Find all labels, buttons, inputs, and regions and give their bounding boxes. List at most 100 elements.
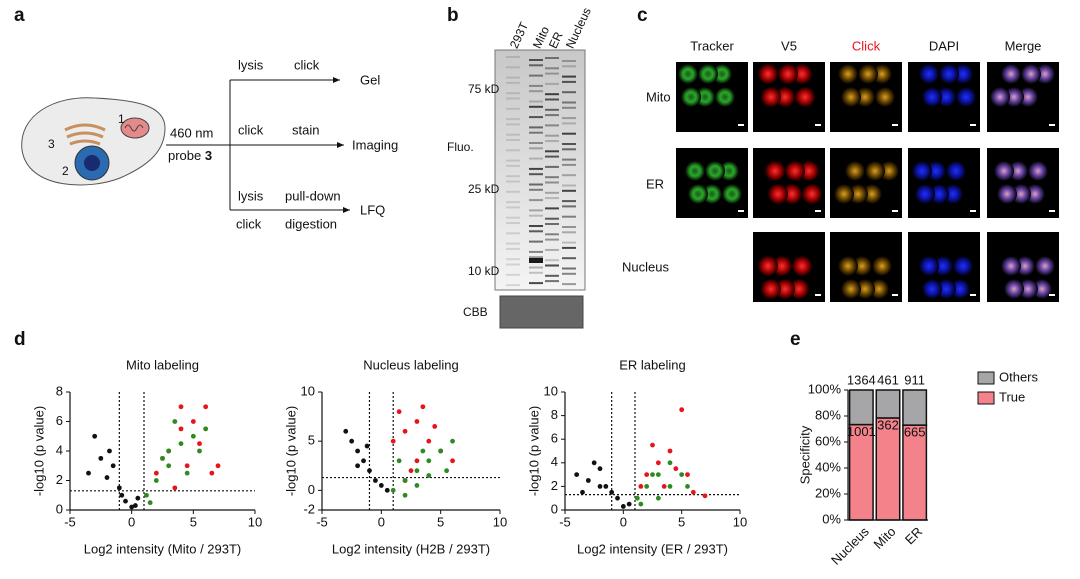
loading-label: CBB xyxy=(463,305,488,319)
cell-image xyxy=(939,64,959,84)
panel-label: c xyxy=(637,5,648,26)
cell-image xyxy=(841,279,861,299)
data-point xyxy=(166,448,172,454)
data-point xyxy=(396,458,402,464)
cell-image xyxy=(1028,161,1048,181)
y-tick-label: 6 xyxy=(56,413,63,428)
data-point xyxy=(702,493,708,499)
gel-band xyxy=(562,158,576,161)
gel-band xyxy=(529,225,543,227)
cell-image xyxy=(1011,184,1031,204)
cell-image xyxy=(1015,256,1035,276)
gel-band xyxy=(529,105,543,108)
cell-image xyxy=(702,184,722,204)
cell-image xyxy=(802,184,822,204)
gel-band xyxy=(562,60,576,62)
gel-band xyxy=(506,222,520,224)
cell-image xyxy=(943,184,963,204)
gel-band xyxy=(545,124,559,127)
cell-image xyxy=(799,161,819,181)
micrographs xyxy=(676,62,1059,302)
data-point xyxy=(178,426,184,432)
cell-image xyxy=(775,279,795,299)
cell-image xyxy=(841,87,861,107)
data-point xyxy=(585,478,591,483)
cell-image xyxy=(695,87,715,107)
cell-image xyxy=(681,87,701,107)
data-point xyxy=(402,428,408,434)
column-header: Merge xyxy=(1005,38,1042,53)
gel-band xyxy=(562,189,576,192)
cell-image xyxy=(875,87,895,107)
data-point xyxy=(166,463,172,469)
data-point xyxy=(591,460,597,466)
x-axis-label: Log2 intensity (H2B / 293T) xyxy=(332,541,490,556)
micrograph xyxy=(753,148,825,218)
cell-image xyxy=(915,184,935,204)
cell-image xyxy=(1035,256,1055,276)
gel-band xyxy=(562,91,576,94)
gel-band xyxy=(529,188,543,191)
y-axis-label: -log10 (p value) xyxy=(31,406,46,496)
y-tick-label: 5 xyxy=(308,433,315,448)
cell-image xyxy=(761,279,781,299)
data-point xyxy=(420,404,426,410)
gel-band xyxy=(562,257,576,260)
gel-band xyxy=(529,84,543,87)
data-point xyxy=(349,438,355,444)
data-point xyxy=(355,448,360,454)
data-point xyxy=(597,484,603,489)
gel-band xyxy=(562,241,576,244)
x-tick-label: 5 xyxy=(678,514,685,529)
bar-count: 362 xyxy=(877,417,899,432)
gel-band xyxy=(529,147,543,150)
gel-band xyxy=(529,199,543,202)
gel-image xyxy=(494,49,586,291)
gel-band xyxy=(545,155,559,158)
x-axis-label: Log2 intensity (Mito / 293T) xyxy=(84,541,242,556)
cell-image xyxy=(855,87,875,107)
y-tick-label: 20% xyxy=(815,485,841,500)
data-point xyxy=(215,463,221,469)
gel-band xyxy=(506,107,520,110)
data-point xyxy=(107,448,112,454)
data-point xyxy=(172,485,178,491)
gel-band xyxy=(562,231,576,234)
scale-bar xyxy=(738,124,744,126)
microscopy-panel: Tracker V5 Click DAPI Merge Mito ER Nucl… xyxy=(622,38,1059,302)
y-tick-label: 40% xyxy=(815,459,841,474)
data-point xyxy=(597,466,603,472)
gel-band xyxy=(562,117,576,120)
y-tick-label: 0 xyxy=(56,501,63,516)
cell-image xyxy=(865,161,885,181)
cell-image xyxy=(950,279,970,299)
cell-image xyxy=(678,64,698,84)
gel-band xyxy=(506,206,520,209)
cell-image xyxy=(994,161,1014,181)
step: click xyxy=(294,57,320,72)
panel-label: e xyxy=(790,329,801,350)
x-tick-label: -5 xyxy=(64,514,76,529)
gel-band xyxy=(506,159,520,162)
scale-bar xyxy=(815,210,821,212)
y-tick-label: 2 xyxy=(551,478,558,493)
legend-label: Others xyxy=(999,369,1039,384)
gel-band xyxy=(506,258,520,261)
x-tick-label: Nucleus xyxy=(828,524,872,568)
data-point xyxy=(178,441,184,447)
gel-band xyxy=(529,173,543,176)
y-axis-label: Specificity xyxy=(797,425,812,484)
step: digestion xyxy=(285,216,337,231)
cell-image xyxy=(997,184,1017,204)
gel-band xyxy=(506,273,520,276)
gel-panel: 293T Mito ER Nucleus 75 kD 25 kD 10 kD F… xyxy=(447,5,594,329)
y-tick-label: 0 xyxy=(308,482,315,497)
gel-band xyxy=(529,214,543,217)
gel-band xyxy=(506,263,520,266)
data-point xyxy=(655,460,661,466)
data-point xyxy=(190,433,196,439)
gel-band xyxy=(562,226,576,228)
gel-band xyxy=(506,232,520,235)
gel-band xyxy=(529,282,543,285)
cell-image xyxy=(990,87,1010,107)
